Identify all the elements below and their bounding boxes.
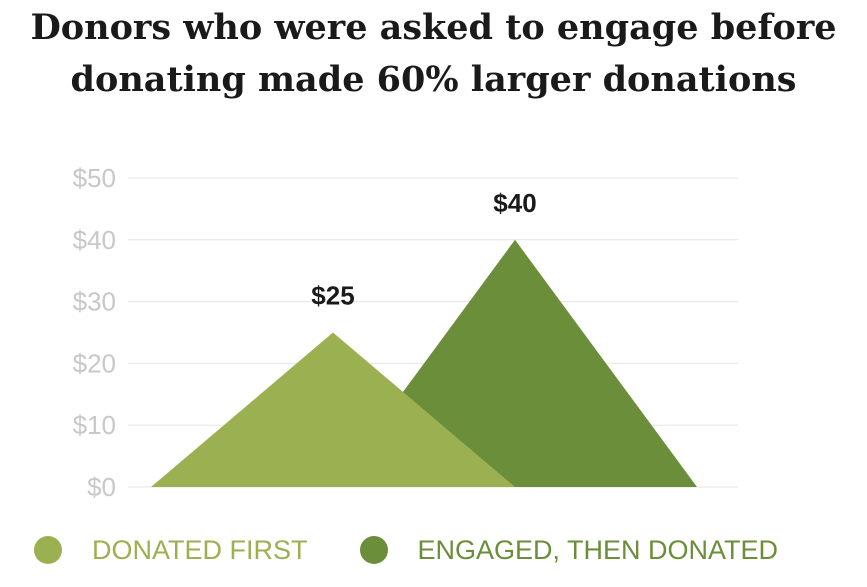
legend-label-engaged-then-donated: ENGAGED, THEN DONATED — [417, 534, 779, 565]
chart-title: Donors who were asked to engage before d… — [0, 2, 867, 106]
y-tick-label-20: $20 — [73, 348, 116, 378]
chart-area: $0 $10 $20 $30 $40 $50 $25 $40 — [73, 163, 738, 502]
legend-swatch-donated-first — [34, 536, 62, 564]
chart-title-line-2: donating made 60% larger donations — [70, 59, 797, 100]
legend-label-donated-first: DONATED FIRST — [92, 534, 308, 565]
legend-item-engaged-then-donated: ENGAGED, THEN DONATED — [359, 534, 779, 566]
y-tick-label-40: $40 — [73, 225, 116, 255]
y-tick-label-30: $30 — [73, 287, 116, 317]
data-label-donated-first: $25 — [311, 281, 354, 311]
y-tick-label-50: $50 — [73, 163, 116, 193]
legend-item-donated-first: DONATED FIRST — [34, 535, 308, 566]
legend: DONATED FIRST ENGAGED, THEN DONATED — [34, 530, 830, 570]
chart-title-line-1: Donors who were asked to engage before — [30, 7, 837, 48]
data-label-engaged-then-donated: $40 — [493, 188, 536, 218]
legend-swatch-engaged-then-donated — [359, 536, 388, 564]
area-donated-first — [151, 332, 515, 487]
y-tick-label-0: $0 — [87, 472, 116, 502]
y-tick-label-10: $10 — [73, 410, 116, 440]
